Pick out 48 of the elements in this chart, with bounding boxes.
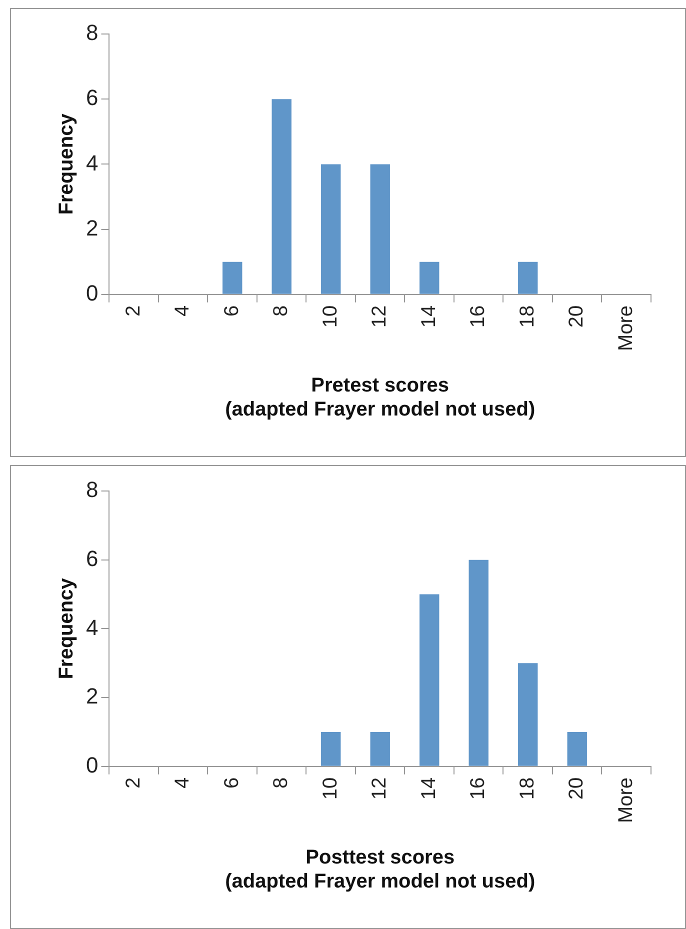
x-tick-label: 10 bbox=[319, 777, 342, 800]
bar bbox=[518, 262, 538, 294]
x-tick-label: 2 bbox=[122, 777, 144, 789]
x-tick-label: 6 bbox=[220, 777, 243, 789]
y-tick-label: 4 bbox=[86, 150, 98, 176]
y-tick-label: 8 bbox=[86, 20, 98, 46]
bar bbox=[222, 262, 242, 294]
y-tick-label: 6 bbox=[86, 546, 98, 571]
bar bbox=[567, 732, 587, 766]
y-tick-label: 4 bbox=[86, 614, 98, 640]
x-tick-label: 14 bbox=[418, 777, 440, 800]
y-tick-label: 2 bbox=[86, 215, 98, 240]
x-tick-label: 12 bbox=[368, 305, 391, 328]
x-tick-label: 10 bbox=[319, 305, 342, 328]
y-axis-title: Frequency bbox=[56, 112, 78, 215]
y-tick-label: 8 bbox=[86, 477, 98, 502]
x-tick-label: 4 bbox=[172, 305, 194, 317]
bar bbox=[321, 732, 341, 766]
x-tick-label: 18 bbox=[516, 305, 538, 328]
x-tick-label: 14 bbox=[418, 305, 440, 328]
x-tick-label: 16 bbox=[467, 777, 490, 800]
bar bbox=[420, 594, 440, 766]
x-tick-label: 20 bbox=[566, 777, 588, 800]
x-axis-title: Posttest scores (adapted Frayer model not used) bbox=[225, 846, 536, 893]
x-tick-label: More bbox=[614, 305, 637, 352]
x-axis-title: Pretest scores (adapted Frayer model not used) bbox=[225, 374, 536, 421]
x-tick-label: 12 bbox=[368, 777, 391, 800]
bar bbox=[272, 99, 292, 294]
y-tick-label: 0 bbox=[86, 752, 98, 778]
bar bbox=[370, 164, 390, 294]
x-tick-label: 8 bbox=[270, 777, 292, 789]
x-tick-label: More bbox=[614, 777, 637, 824]
bar bbox=[468, 560, 488, 766]
x-tick-label: 6 bbox=[220, 305, 243, 317]
x-tick-label: 2 bbox=[122, 305, 144, 317]
x-tick-label: 20 bbox=[566, 305, 588, 328]
bar bbox=[420, 262, 440, 294]
bar bbox=[321, 164, 341, 294]
y-tick-label: 0 bbox=[86, 280, 98, 306]
bar bbox=[370, 732, 390, 766]
x-tick-label: 8 bbox=[270, 305, 292, 317]
x-tick-label: 18 bbox=[516, 777, 538, 800]
y-axis-title: Frequency bbox=[56, 577, 78, 680]
x-tick-label: 16 bbox=[467, 305, 490, 328]
y-tick-label: 2 bbox=[86, 684, 98, 709]
y-tick-label: 6 bbox=[86, 85, 98, 110]
x-tick-label: 4 bbox=[172, 777, 194, 789]
bar bbox=[518, 663, 538, 766]
